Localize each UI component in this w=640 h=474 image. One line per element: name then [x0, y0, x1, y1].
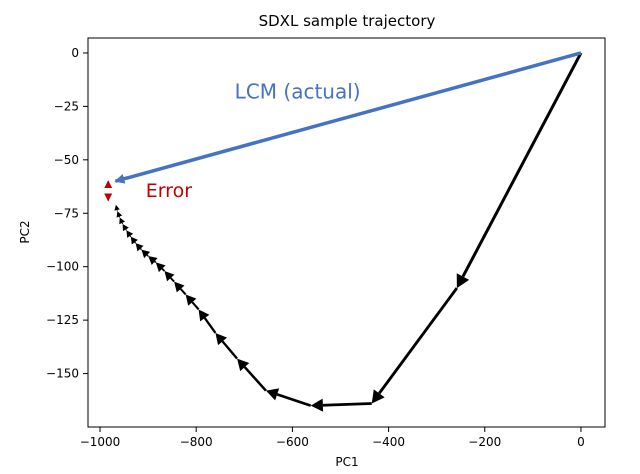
trajectory-arrowhead	[164, 270, 175, 282]
trajectory-arrowhead	[148, 256, 158, 265]
lcm-layer	[114, 51, 582, 184]
trajectory-arrowhead	[126, 230, 134, 238]
trajectory-segment	[276, 393, 312, 407]
trajectory-segment	[154, 260, 157, 264]
trajectory-arrowhead	[185, 294, 197, 306]
x-tick-label: −400	[372, 435, 405, 449]
plot-frame	[87, 37, 606, 428]
x-tick-label: −600	[276, 435, 309, 449]
trajectory-arrowhead	[215, 332, 228, 346]
x-tick-label: 0	[577, 435, 585, 449]
y-tick-label: −75	[54, 206, 79, 220]
lcm-arrow	[114, 51, 582, 184]
y-tick-label: −150	[46, 367, 79, 381]
trajectory-segment	[203, 317, 217, 334]
trajectory-segment	[161, 268, 166, 272]
trajectory-arrowhead	[174, 281, 185, 293]
trajectory-arrowhead	[119, 217, 126, 225]
trajectory-segment	[191, 301, 200, 311]
annotation-lcm: LCM (actual)	[235, 79, 361, 103]
trajectory-segment	[129, 235, 132, 238]
trajectory-arrowhead	[310, 398, 324, 412]
trajectory-arrowhead	[130, 236, 138, 245]
trajectory-segment	[179, 288, 187, 296]
y-axis-label: PC2	[18, 220, 32, 243]
y-axis: 0 −25 −50 −75 −100 −125 −150	[46, 46, 88, 381]
x-axis: −1000 −800 −600 −400 −200 0	[80, 427, 585, 449]
trajectory-arrowhead	[122, 223, 129, 232]
trajectory-segment	[125, 229, 127, 231]
trajectory-arrowhead	[456, 273, 470, 289]
trajectory-arrowhead	[237, 358, 250, 372]
trajectory-arrowhead	[155, 262, 166, 273]
trajectory-arrowhead	[116, 211, 123, 218]
trajectory-arrowhead	[265, 388, 280, 401]
trajectory-segment	[134, 241, 137, 244]
trajectory-arrowhead	[135, 243, 144, 252]
y-tick-label: −25	[54, 99, 79, 113]
trajectory-arrowhead	[114, 204, 120, 211]
trajectory-segment	[170, 277, 175, 283]
x-tick-label: −1000	[80, 435, 121, 449]
x-axis-label: PC1	[335, 455, 358, 469]
trajectory-arrowhead	[141, 249, 151, 259]
y-tick-label: 0	[71, 46, 79, 60]
trajectory-segment	[139, 248, 142, 251]
x-tick-label: −800	[180, 435, 213, 449]
trajectory-segment	[322, 402, 372, 407]
trajectory-arrowhead	[371, 389, 385, 404]
trajectory-segment	[461, 52, 583, 278]
chart-title: SDXL sample trajectory	[259, 12, 436, 30]
trajectory-arrowhead	[198, 309, 210, 322]
y-tick-label: −50	[54, 153, 79, 167]
trajectory-segment	[243, 366, 267, 392]
y-tick-label: −100	[46, 260, 79, 274]
x-tick-label: −200	[468, 435, 501, 449]
trajectory-layer	[114, 52, 583, 412]
y-tick-label: −125	[46, 313, 79, 327]
trajectory-segment	[378, 287, 459, 395]
trajectory-segment	[221, 340, 239, 360]
trajectory-segment	[146, 254, 149, 257]
annotation-error: Error	[146, 180, 193, 202]
